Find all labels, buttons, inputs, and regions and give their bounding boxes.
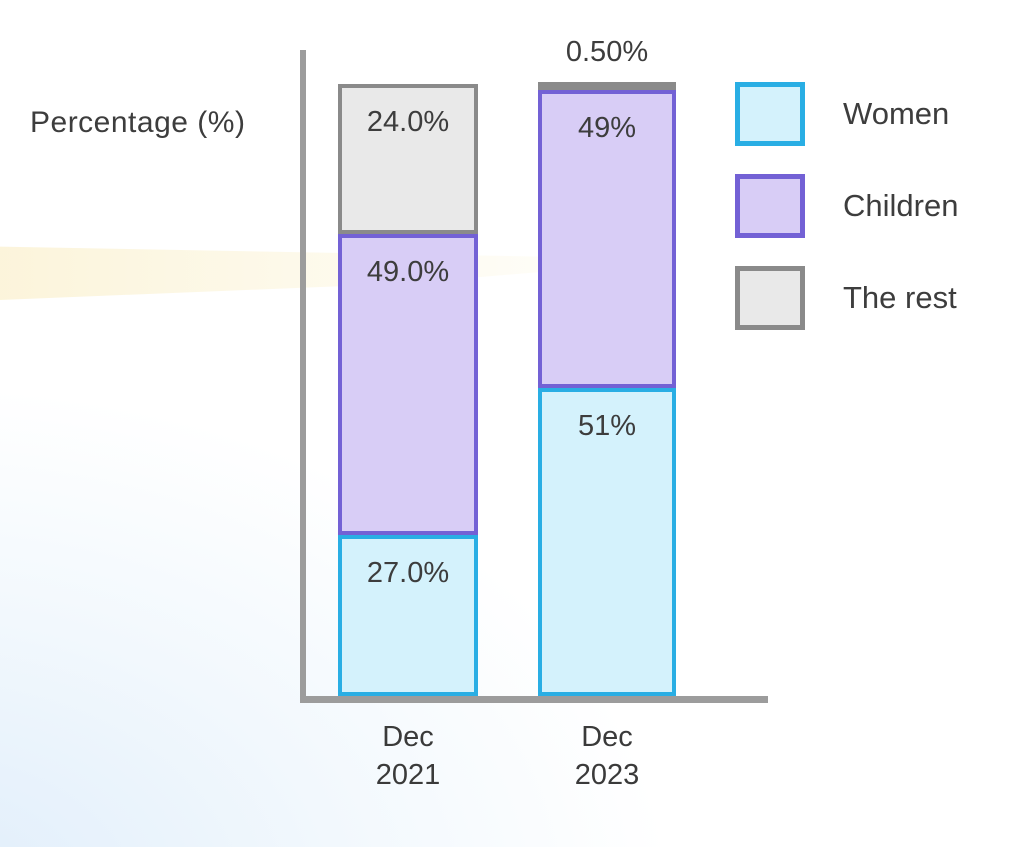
legend-label-women: Women — [843, 96, 950, 131]
legend-item-children: Children — [735, 174, 958, 238]
x-tick-dec-2023: Dec 2023 — [527, 718, 687, 794]
segment-women-2021: 27.0% — [338, 535, 478, 696]
legend-label-children: Children — [843, 188, 959, 223]
bar-dec-2021: 24.0% 49.0% 27.0% — [338, 84, 478, 696]
segment-children-2023: 49% — [538, 90, 676, 388]
x-axis-line — [300, 696, 768, 703]
legend-swatch-women-icon — [735, 82, 805, 146]
segment-rest-2021-value-label: 24.0% — [366, 106, 450, 138]
legend-swatch-children-icon — [735, 174, 805, 238]
segment-children-2021-value-label: 49.0% — [366, 256, 450, 288]
segment-rest-2021: 24.0% — [338, 84, 478, 234]
legend-swatch-the-rest-icon — [735, 266, 805, 330]
bar-dec-2023: 49% 51% — [538, 82, 676, 696]
segment-women-2021-value-label: 27.0% — [366, 557, 450, 589]
segment-women-2023: 51% — [538, 388, 676, 696]
segment-rest-2023 — [538, 82, 676, 90]
x-tick-dec-2023-line2: 2023 — [574, 759, 640, 791]
x-tick-dec-2021: Dec 2021 — [328, 718, 488, 794]
legend: Women Children The rest — [735, 82, 958, 358]
bar-2023-rest-value-label: 0.50% — [565, 36, 649, 68]
legend-item-women: Women — [735, 82, 958, 146]
segment-children-2023-value-label: 49% — [577, 112, 637, 144]
x-tick-dec-2023-line1: Dec — [581, 721, 633, 753]
x-tick-dec-2021-line1: Dec — [382, 721, 434, 753]
segment-women-2023-value-label: 51% — [577, 410, 637, 442]
legend-label-the-rest: The rest — [843, 280, 957, 315]
legend-item-the-rest: The rest — [735, 266, 958, 330]
x-tick-dec-2021-line2: 2021 — [375, 759, 441, 791]
y-axis-title: Percentage (%) — [30, 106, 246, 139]
segment-children-2021: 49.0% — [338, 234, 478, 535]
y-axis-line — [300, 50, 306, 703]
